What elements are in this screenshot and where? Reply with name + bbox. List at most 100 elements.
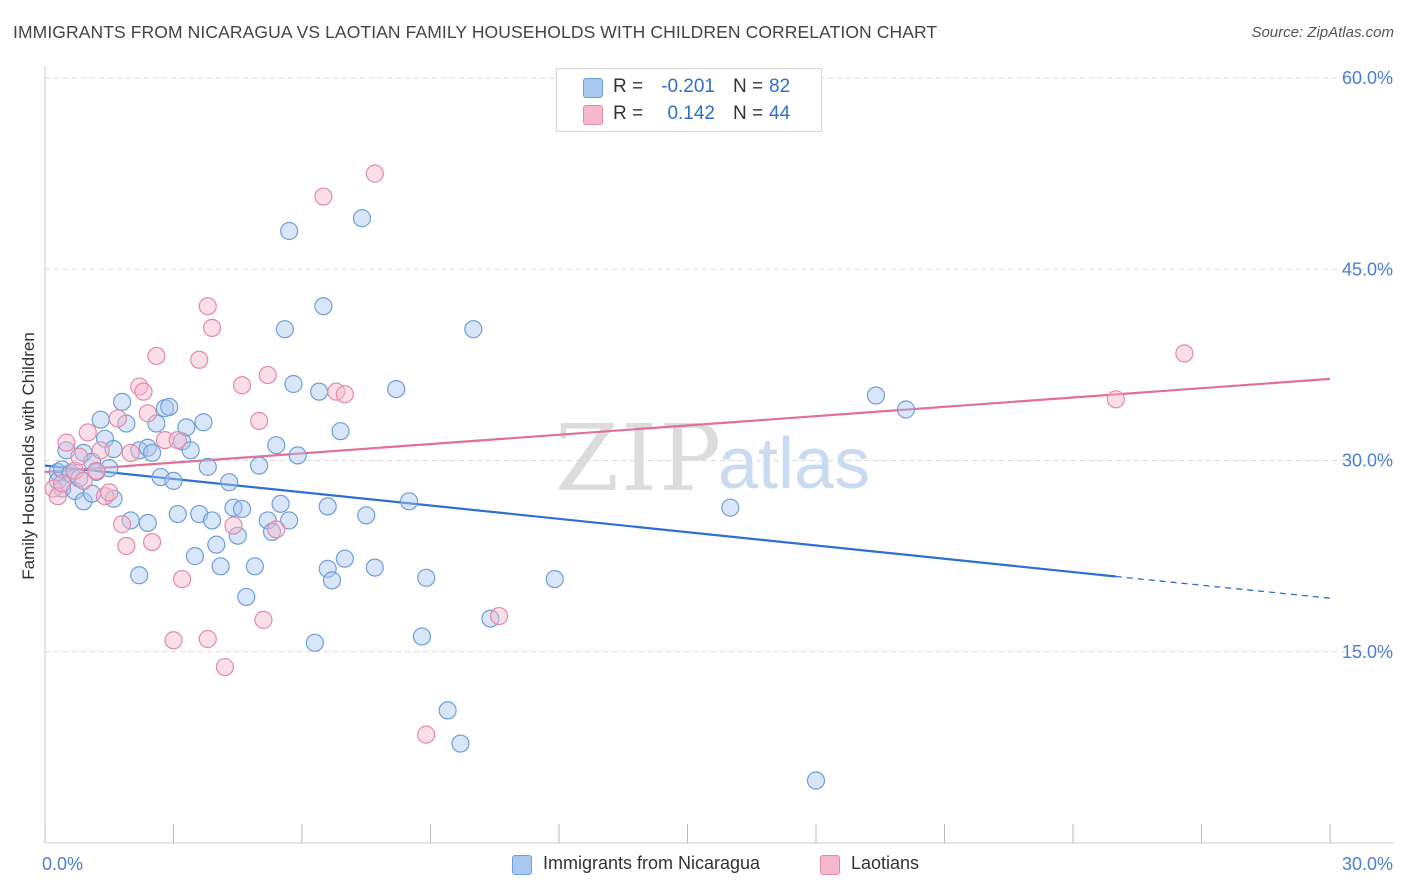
laotians-point [138,404,157,423]
nicaragua-point [357,506,376,525]
laotians-point [134,382,153,401]
nicaragua-point [318,497,337,516]
nicaragua-point [164,471,183,490]
legend-n-value: 82 [769,76,791,97]
nicaragua-point [280,511,299,530]
nicaragua-point [721,498,740,517]
nicaragua-point [211,557,230,576]
nicaragua-point [284,374,303,394]
nicaragua-point [387,380,406,399]
laotians-point [91,441,110,460]
watermark: ZIP atlas [555,405,870,512]
laotians-point [121,443,140,462]
nicaragua-point [438,701,457,720]
y-axis-label: Family Households with Children [19,332,38,580]
trend-lines [44,377,1331,599]
nicaragua-point [866,386,886,405]
series-name-nicaragua: Immigrants from Nicaragua [543,853,761,873]
laotians-point [168,431,187,450]
legend-swatch-blue [583,78,603,98]
series-name-laotians: Laotians [851,853,920,873]
nicaragua-point [181,441,200,460]
laotians-point [254,610,273,629]
nicaragua-point [202,511,222,530]
nicaragua-point [331,422,350,441]
nicaragua-point [545,569,564,589]
nicaragua-point [91,410,110,429]
laotians-point [112,515,132,534]
laotians-point [57,433,76,452]
nicaragua-point [288,446,307,465]
nicaragua-point [245,557,264,576]
laotians-point [78,423,97,442]
laotians-point [164,631,183,650]
y-tick-label: 60.0% [1342,68,1393,88]
nicaragua-point [53,460,72,479]
nicaragua-point [412,627,432,646]
chart-title: IMMIGRANTS FROM NICARAGUA VS LAOTIAN FAM… [13,22,938,42]
nicaragua-trend-extension [1115,575,1331,599]
nicaragua-point [335,549,354,568]
laotians-point [190,350,209,369]
nicaragua-point [399,492,419,511]
legend-r-value: 0.142 [667,103,715,124]
stats-legend: R = -0.201 N = 82 R = 0.142 N = 44 [556,68,822,132]
nicaragua-point [271,494,290,513]
nicaragua-point [160,397,179,417]
laotians-point [417,725,436,744]
x-tick-label: 30.0% [1342,854,1393,874]
laotians-point [172,569,192,589]
nicaragua-point [220,473,239,492]
nicaragua-point [365,558,384,577]
watermark-zip: ZIP [555,405,723,512]
axes [44,66,1393,844]
nicaragua-point [896,400,916,419]
nicaragua-point [464,320,483,339]
nicaragua-point [130,566,149,585]
nicaragua-point [280,221,299,241]
laotians-point [142,532,162,552]
laotians-point [74,471,93,490]
laotians-point [198,297,217,316]
laotians-point [335,385,354,404]
nicaragua-point [267,436,286,455]
legend-r-label: R = [613,76,644,97]
laotians-point [1175,344,1194,363]
nicaragua-point [138,513,157,533]
nicaragua-point [352,209,372,228]
nicaragua-point [168,504,187,524]
nicaragua-point [142,443,162,462]
laotians-point [267,520,286,539]
laotians-point [155,431,175,450]
nicaragua-point [232,499,252,519]
series-swatch-pink [820,855,840,875]
legend-r-value: -0.201 [661,76,715,97]
nicaragua-point [310,382,329,401]
nicaragua-point [117,414,136,433]
y-tick-label: 45.0% [1342,259,1393,279]
laotians-point [70,447,89,466]
laotians-point [224,516,243,535]
source-label: Source: ZipAtlas.com [1251,24,1394,41]
series-swatch-blue [512,855,532,875]
laotians-point [258,365,277,385]
x-tick-label: 0.0% [42,854,83,874]
nicaragua-point [104,439,123,459]
laotians-point [232,376,252,395]
nicaragua-point [451,734,470,753]
nicaragua-point [177,418,196,437]
legend-swatch-pink [583,105,603,125]
laotians-point [87,461,106,480]
nicaragua-point [322,571,342,590]
nicaragua-point [314,297,333,316]
data-points [44,164,1194,790]
nicaragua-point [112,392,132,411]
laotians-point [215,657,234,677]
legend-n-label: N = [733,76,764,97]
legend-r-label: R = [613,103,644,124]
laotians-point [489,606,509,626]
nicaragua-point [207,535,226,554]
legend-n-label: N = [733,103,764,124]
nicaragua-point [250,456,269,475]
